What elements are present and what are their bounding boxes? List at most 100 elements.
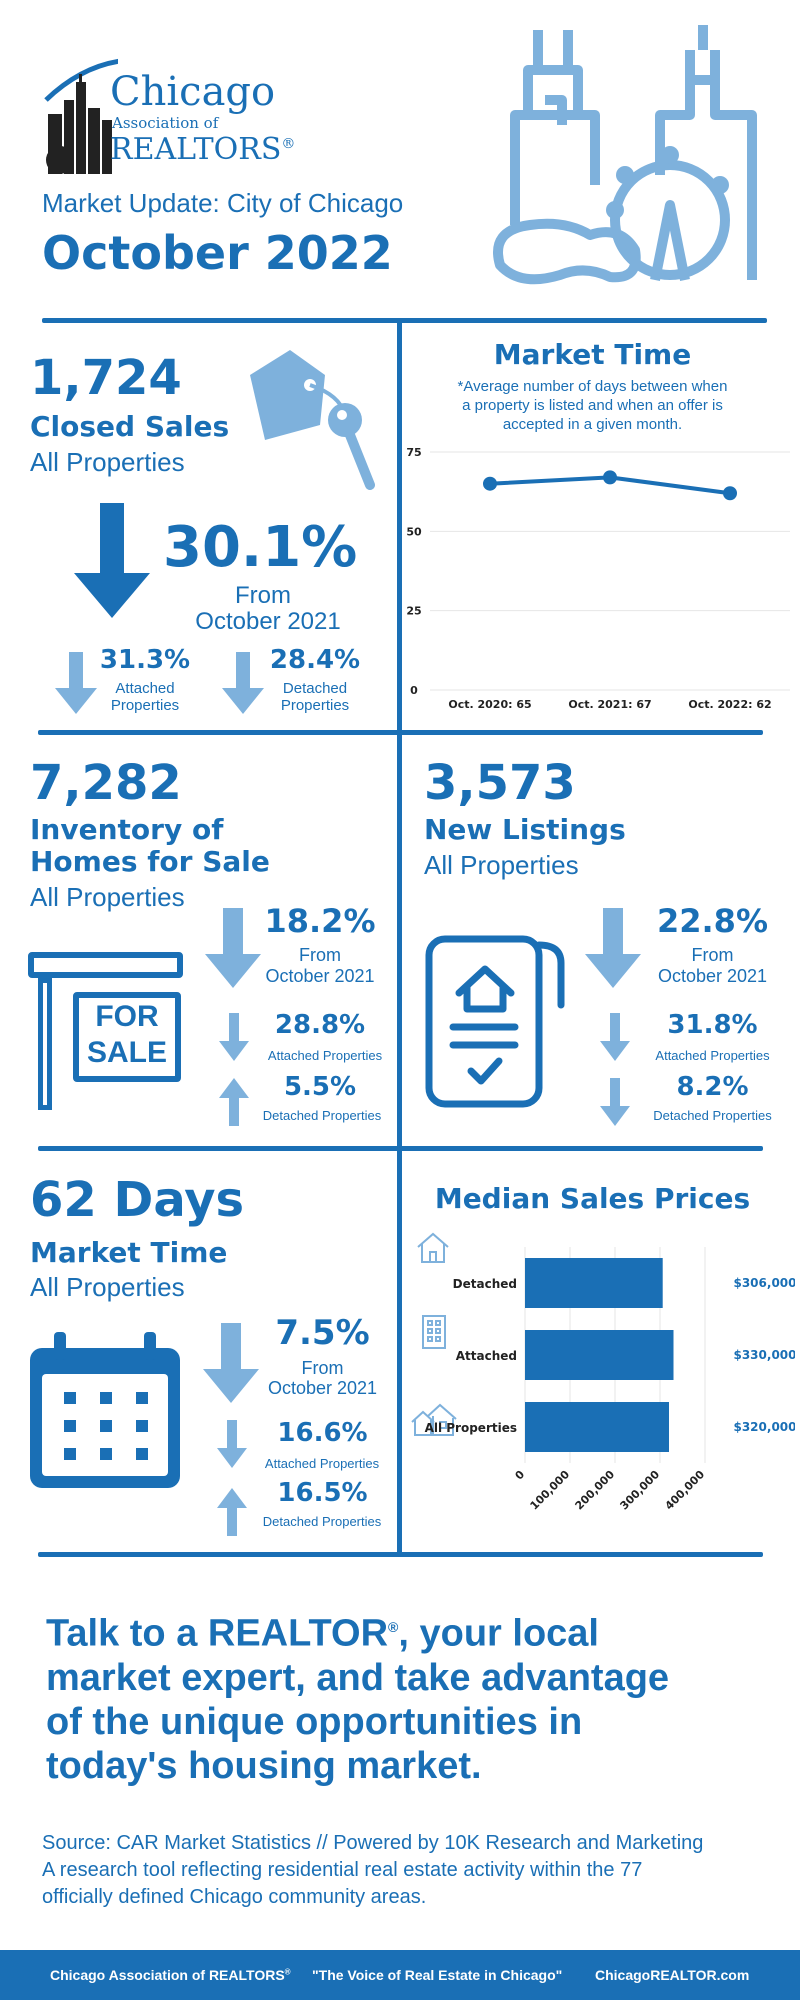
category-label: All Properties [425,1421,517,1435]
page-title: October 2022 [42,226,393,280]
house-key-icon [250,350,375,490]
closed-sales-from-2: October 2021 [195,608,341,635]
listing-document-icon [425,935,565,1108]
cta-reg-mark: ® [388,1619,399,1635]
house-outline-icon [417,1232,449,1263]
cta-line-4: today's housing market. [46,1744,482,1787]
chicago-skyline-icon [493,25,757,285]
data-label: $306,000 [733,1276,795,1290]
closed-sales-change: 30.1% [163,515,358,580]
for-sale-sign-icon: FOR SALE [28,952,188,1112]
divider-top [42,318,767,323]
closed-sales-detached-label-2: Properties [280,697,350,714]
market-time-label: Market Time [30,1236,228,1269]
category-label: Attached [456,1349,517,1363]
cta-line-1-rest: , your local [398,1612,599,1655]
x-tick-label: 300,000 [617,1468,662,1513]
inventory-detached-change: 5.5% [283,1072,357,1102]
category-label: Detached [453,1277,517,1291]
median-prices-title: Median Sales Prices [434,1182,751,1215]
down-arrow-icon [585,908,641,988]
footer-website-link[interactable]: ChicagoREALTOR.com [595,1967,750,1983]
down-arrow-icon [203,1323,259,1403]
y-tick-label: 75 [406,446,421,459]
market-time-chart-title: Market Time [493,338,692,371]
market-time-note-1: *Average number of days between when [457,378,728,395]
down-arrow-small-icon [600,1013,630,1061]
down-arrow-icon [205,908,261,988]
market-time-detached-label: Detached Properties [262,1514,382,1529]
inventory-from-1: From [299,945,341,965]
market-time-attached-label: Attached Properties [264,1456,380,1471]
market-time-note-3: accepted in a given month. [502,416,683,433]
inventory-label-1: Inventory of [30,813,224,846]
market-time-line-chart: 0 25 50 75 Oct. 2020: 65 Oct. 2021: 67 Oct. 20… [406,446,790,711]
bar [525,1258,663,1308]
closed-sales-attached-change: 31.3% [99,645,191,675]
cta-line-2: market expert, and take advantage [46,1656,670,1699]
closed-sales-sublabel: All Properties [30,447,185,477]
source-line-3: officially defined Chicago community are… [42,1886,427,1908]
median-prices-bar-chart: 0 100,000 200,000 300,000 400,000 Detached $30… [425,1247,795,1513]
new-listings-detached-change: 8.2% [676,1072,749,1102]
data-point [483,476,497,491]
closed-sales-detached-label-1: Detached [282,680,348,697]
data-label: $330,000 [733,1348,795,1362]
bar [525,1330,674,1380]
data-point [603,470,617,485]
footer-reg-mark: ® [284,1967,291,1977]
data-point [723,486,737,501]
y-tick-label: 0 [410,684,418,697]
building-outline-icon [422,1315,446,1349]
x-tick-label: Oct. 2022: 62 [688,698,771,711]
y-tick-label: 25 [406,605,421,618]
cta-line-3: of the unique opportunities in [46,1700,583,1743]
bar [525,1402,669,1452]
market-time-value: 62 Days [30,1172,245,1228]
closed-sales-attached-label-1: Attached [115,680,175,697]
divider-vertical [397,320,402,1554]
header-subtitle: Market Update: City of Chicago [42,188,404,218]
new-listings-detached-label: Detached Properties [653,1108,772,1123]
market-time-from-1: From [301,1358,344,1378]
market-time-note-2: a property is listed and when an offer i… [462,397,723,414]
inventory-change: 18.2% [264,902,376,940]
market-time-from-2: October 2021 [267,1378,378,1398]
inventory-attached-label: Attached Properties [267,1048,383,1063]
down-arrow-small-icon [219,1013,249,1061]
data-label: $320,000 [733,1420,795,1434]
source-line-1: Source: CAR Market Statistics // Powered… [42,1832,704,1854]
new-listings-attached-label: Attached Properties [655,1048,770,1063]
logo-line-2: Association of [112,114,219,132]
logo-line-1: Chicago [110,69,276,115]
divider-row-1 [38,730,763,735]
logo-line-3: REALTORS [110,132,282,167]
x-tick-label: 100,000 [527,1468,572,1513]
closed-sales-from-1: From [235,582,291,609]
logo-skyline-icon [44,58,118,174]
inventory-label-2: Homes for Sale [30,845,270,878]
market-time-attached-change: 16.6% [277,1418,368,1448]
x-tick-label: 0 [513,1468,528,1483]
cta-line-1: Talk to a REALTOR [46,1612,389,1655]
closed-sales-attached-label-2: Properties [110,697,180,714]
closed-sales-value: 1,724 [30,350,182,406]
closed-sales-detached-change: 28.4% [269,645,361,675]
new-listings-sublabel: All Properties [424,850,579,880]
new-listings-change: 22.8% [656,902,768,940]
x-tick-label: Oct. 2021: 67 [568,698,651,711]
up-arrow-small-icon [217,1488,247,1536]
footer: Chicago Association of REALTORS® "The Vo… [0,1950,800,2000]
inventory-detached-label: Detached Properties [262,1108,382,1123]
new-listings-from-1: From [691,945,734,965]
houses-outline-icon [411,1403,457,1436]
market-time-detached-change: 16.5% [277,1478,368,1508]
x-tick-label: 400,000 [662,1468,707,1513]
down-arrow-small-icon [222,652,264,714]
down-arrow-small-icon [600,1078,630,1126]
up-arrow-small-icon [219,1078,249,1126]
x-tick-label: Oct. 2020: 65 [448,698,531,711]
market-time-sublabel: All Properties [30,1272,185,1302]
down-arrow-icon [74,503,150,618]
divider-row-2 [38,1146,763,1151]
